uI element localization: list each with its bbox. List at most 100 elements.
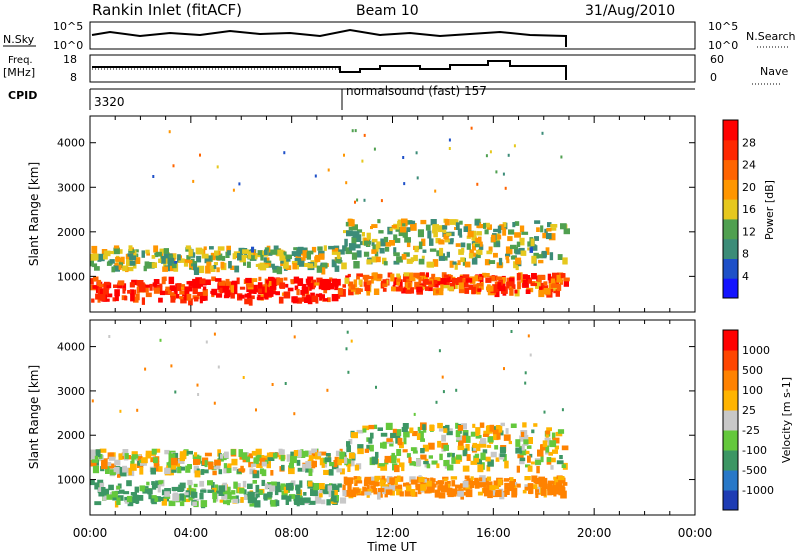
data-cell: [290, 455, 297, 464]
data-cell: [391, 452, 395, 461]
data-cell: [521, 434, 529, 441]
data-cell: [321, 282, 328, 286]
data-cell: [499, 453, 506, 457]
data-cell: [126, 495, 133, 503]
data-cell: [172, 493, 180, 502]
nsky-tick-top: 10^5: [53, 20, 83, 33]
data-cell: [551, 281, 557, 286]
data-cell: [253, 469, 257, 474]
data-cell: [424, 286, 429, 291]
data-cell: [241, 452, 248, 460]
data-cell: [437, 422, 443, 429]
data-cell: [299, 480, 303, 488]
velocity-colorbar: 1000 500 100 25 -25 -100 -500 -1000 Velocity [m…: [722, 329, 793, 511]
data-cell: [311, 246, 317, 253]
data-cell: [311, 460, 317, 468]
data-cell: [269, 286, 277, 290]
data-cell: [524, 486, 529, 491]
data-cell: [135, 499, 139, 504]
data-cell: [194, 470, 201, 478]
data-cell: [347, 465, 351, 472]
data-cell: [307, 250, 314, 255]
data-cell: [185, 465, 191, 473]
data-cell: [263, 264, 269, 268]
data-cell: [218, 280, 226, 286]
data-cell: [533, 423, 538, 427]
data-cell: [199, 492, 204, 500]
data-cell: [497, 234, 502, 240]
data-cell: [544, 228, 548, 235]
data-cell: [297, 467, 304, 472]
data-cell: [399, 226, 407, 233]
data-cell: [98, 283, 104, 288]
colorbar-tick-label: 8: [742, 248, 749, 261]
data-cell: [211, 293, 215, 298]
data-cell: [393, 277, 398, 285]
y-tick-label: 1000: [57, 474, 85, 487]
data-cell: [556, 460, 564, 465]
data-cell: [443, 426, 450, 430]
data-cell: [197, 265, 205, 274]
data-cell: [346, 441, 351, 447]
data-cell: [339, 451, 345, 460]
data-cell: [170, 364, 173, 368]
data-cell: [239, 286, 246, 290]
data-cell: [545, 247, 550, 255]
colorbar-cell: [723, 330, 738, 351]
data-cell: [301, 257, 306, 261]
data-cell: [280, 483, 286, 490]
colorbar-cell: [723, 278, 738, 299]
data-cell: [385, 422, 393, 430]
data-cell: [131, 456, 135, 464]
data-cell: [114, 459, 121, 466]
data-cell: [94, 266, 100, 271]
data-cell: [177, 466, 182, 474]
data-cell: [364, 491, 372, 496]
data-cell: [162, 266, 168, 272]
data-cell: [356, 273, 363, 277]
data-cell: [317, 452, 322, 457]
data-cell: [290, 280, 295, 285]
data-cell: [214, 459, 221, 466]
data-cell: [430, 478, 436, 483]
data-cell: [132, 494, 139, 501]
data-cell: [409, 461, 416, 466]
data-cell: [485, 273, 490, 277]
data-cell: [530, 461, 537, 465]
data-cell: [515, 257, 522, 265]
data-cell: [474, 457, 479, 463]
data-cell: [475, 435, 482, 439]
data-cell: [401, 253, 407, 260]
data-cell: [209, 246, 214, 250]
data-cell: [144, 261, 150, 269]
data-cell: [370, 226, 373, 230]
data-cell: [96, 501, 101, 505]
data-cell: [528, 437, 533, 444]
data-cell: [307, 263, 314, 269]
data-cell: [250, 287, 255, 294]
data-cell: [394, 478, 401, 482]
data-cell: [382, 257, 387, 265]
data-cell: [116, 485, 121, 490]
data-cell: [443, 460, 450, 467]
data-cell: [531, 255, 537, 264]
data-cell: [549, 252, 554, 261]
colorbar-tick-label: 100: [742, 384, 763, 397]
data-cell: [432, 259, 439, 267]
nave-tick-top: 60: [710, 53, 724, 66]
data-cell: [422, 444, 429, 452]
data-cell: [479, 475, 486, 483]
data-cell: [546, 457, 552, 462]
data-cell: [232, 188, 235, 192]
data-cell: [114, 262, 119, 266]
data-cell: [513, 261, 517, 269]
data-cell: [482, 449, 488, 454]
nsky-tick-bottom: 10^0: [53, 39, 83, 52]
data-cell: [443, 285, 450, 289]
data-cell: [216, 293, 223, 298]
data-cell: [353, 244, 361, 249]
data-cell: [202, 286, 207, 291]
data-cell: [150, 467, 156, 475]
data-cell: [416, 458, 422, 466]
data-cell: [556, 274, 563, 283]
